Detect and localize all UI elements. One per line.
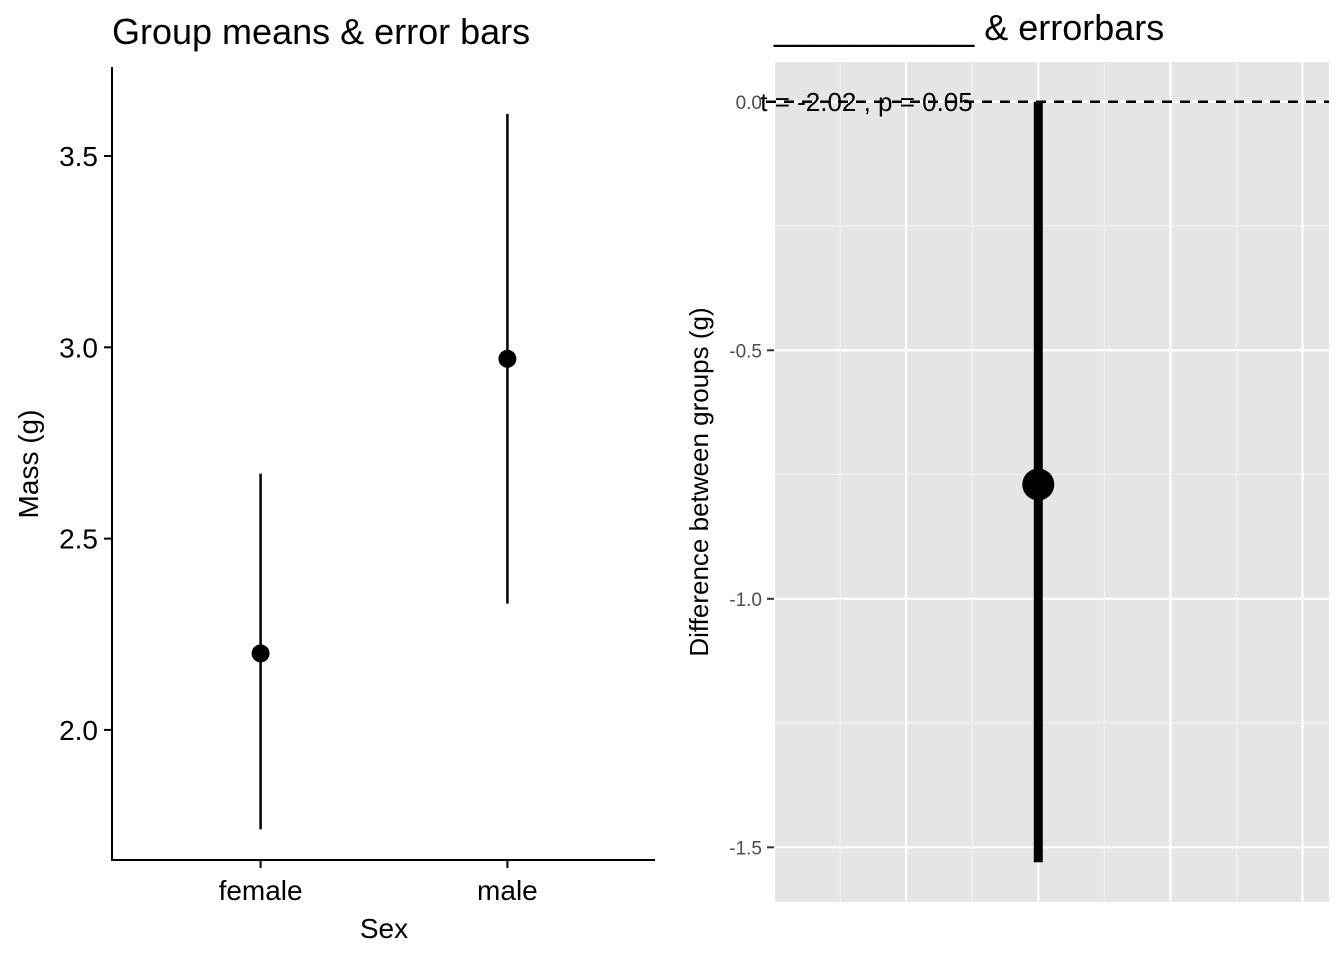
left-y-tick-label: 2.5: [59, 524, 98, 555]
left-y-ticks: 2.0 2.5 3.0 3.5: [59, 141, 112, 746]
mean-point: [251, 644, 270, 663]
right-y-tick-label: -1.0: [729, 590, 762, 611]
left-x-tick-label: female: [219, 875, 303, 906]
right-y-tick-label: -0.5: [729, 341, 762, 362]
right-y-ticks: 0.0 -0.5 -1.0 -1.5: [729, 93, 774, 859]
left-x-tick-label: male: [477, 875, 538, 906]
left-marks: [251, 113, 517, 830]
left-y-tick-label: 3.0: [59, 332, 98, 363]
right-y-tick-label: -1.5: [729, 838, 762, 859]
left-chart: Group means & error bars 2.0 2.5 3.0 3.5 fe…: [13, 11, 655, 944]
left-chart-title: Group means & error bars: [112, 11, 530, 52]
t-test-annotation: t = -2.02 , p = 0.05: [760, 87, 972, 117]
left-x-ticks: female male: [219, 860, 538, 906]
left-y-tick-label: 2.0: [59, 715, 98, 746]
right-chart-title: __________ & errorbars: [773, 7, 1164, 48]
left-y-tick-label: 3.5: [59, 141, 98, 172]
right-y-axis-label: Difference between groups (g): [684, 307, 714, 656]
right-y-tick-label: 0.0: [736, 93, 762, 114]
left-y-axis-label: Mass (g): [13, 410, 44, 519]
left-x-axis-label: Sex: [360, 913, 408, 944]
right-marks: [1022, 101, 1055, 863]
difference-point: [1022, 468, 1055, 501]
right-chart: __________ & errorbars 0.0 -0.5 -1.0 -1.5 t…: [684, 7, 1329, 902]
mean-point: [498, 349, 517, 368]
